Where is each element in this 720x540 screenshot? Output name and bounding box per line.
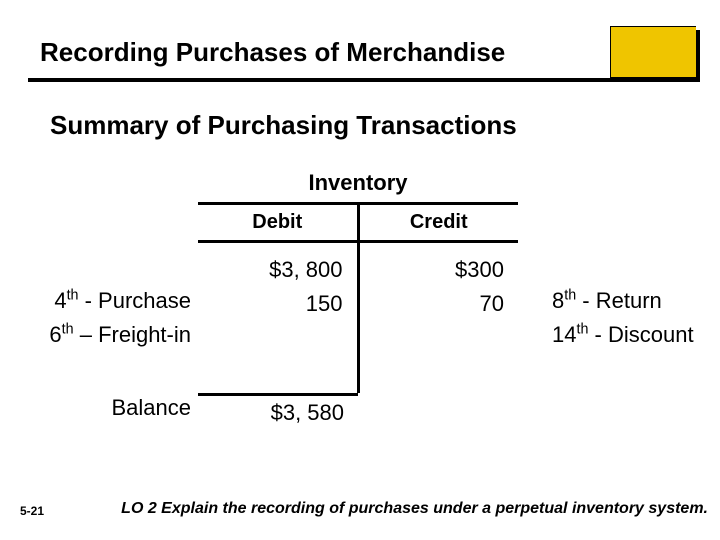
page-number: 5-21 [20,504,44,518]
label-rest: - Discount [588,322,693,347]
left-label-row: 4th - Purchase [36,284,191,318]
title-band: Recording Purchases of Merchandise [24,26,696,78]
label-rest: – Freight-in [74,322,191,347]
account-name: Inventory [198,170,518,205]
left-label-row: 6th – Freight-in [36,318,191,352]
title-accent [610,26,696,78]
credit-header: Credit [360,205,519,243]
t-account: Inventory Debit Credit $3, 800 150 $300 … [198,170,518,426]
ord-suffix: th [576,322,588,338]
ord-num: 14 [552,322,576,347]
slide-title: Recording Purchases of Merchandise [40,37,505,68]
debit-value: 150 [212,287,343,321]
learning-objective: LO 2 Explain the recording of purchases … [70,500,708,518]
t-account-body: $3, 800 150 $300 70 [198,243,518,393]
label-rest: - Purchase [79,288,192,313]
right-transaction-labels: 8th - Return 14th - Discount [552,284,720,352]
balance-label: Balance [36,395,191,421]
ord-num: 4 [54,288,66,313]
t-account-headers: Debit Credit [198,205,518,243]
debit-column: $3, 800 150 [198,243,360,393]
slide-subtitle: Summary of Purchasing Transactions [50,110,517,141]
ord-suffix: th [564,288,576,304]
debit-header: Debit [198,205,360,243]
label-rest: - Return [576,288,662,313]
credit-column: $300 70 [360,243,519,393]
credit-value: $300 [374,253,505,287]
ord-num: 8 [552,288,564,313]
ord-num: 6 [49,322,61,347]
balance-value: $3, 580 [198,396,358,426]
left-transaction-labels: 4th - Purchase 6th – Freight-in [36,284,191,352]
right-label-row: 8th - Return [552,284,720,318]
title-bar: Recording Purchases of Merchandise [24,26,696,78]
ord-suffix: th [62,322,74,338]
debit-value: $3, 800 [212,253,343,287]
ord-suffix: th [67,288,79,304]
credit-value: 70 [374,287,505,321]
slide: Recording Purchases of Merchandise Summa… [0,0,720,540]
right-label-row: 14th - Discount [552,318,720,352]
